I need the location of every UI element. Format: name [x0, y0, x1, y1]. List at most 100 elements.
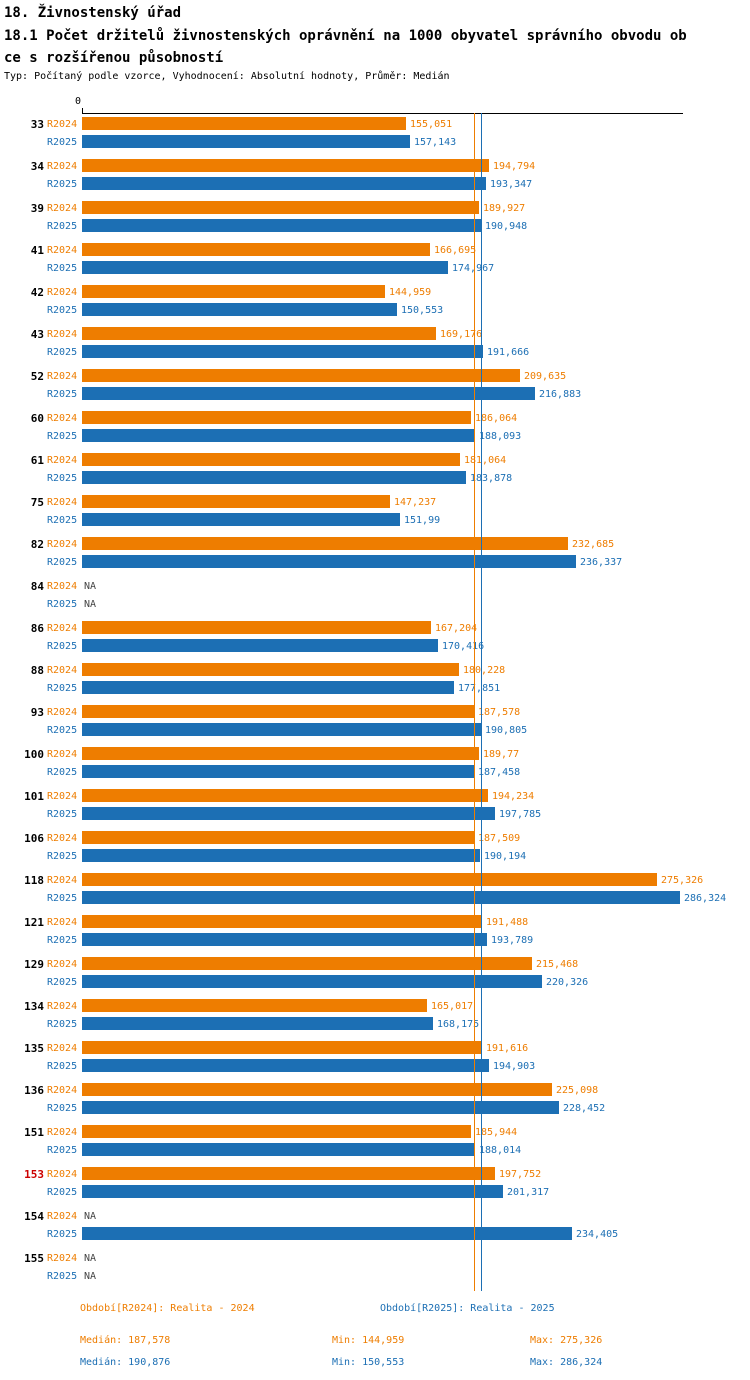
- series-label-r2025: R2025: [47, 935, 78, 946]
- bar-group-86: 86 R2024 167,204 R2025 170,416: [0, 619, 750, 661]
- bar-r2024: [82, 159, 489, 172]
- category-label: 154: [24, 1210, 44, 1223]
- bar-r2024: [82, 453, 460, 466]
- bar-row: 151 R2024 185,944: [0, 1123, 750, 1141]
- x-axis-line: [82, 113, 683, 114]
- bar-row: 129 R2024 215,468: [0, 955, 750, 973]
- bar-row: R2025 193,789: [0, 931, 750, 949]
- page-title: 18. Živnostenský úřad: [4, 5, 182, 21]
- bar-r2025: [82, 471, 466, 484]
- series-label-r2025: R2025: [47, 389, 78, 400]
- bar-value-label: 186,064: [475, 413, 518, 424]
- category-label: 61: [30, 454, 44, 467]
- series-label-r2024: R2024: [47, 875, 78, 886]
- bar-group-118: 118 R2024 275,326 R2025 286,324: [0, 871, 750, 913]
- category-label: 34: [30, 160, 44, 173]
- bar-value-label: 180,228: [463, 665, 506, 676]
- bar-value-label: 216,883: [539, 389, 582, 400]
- bar-r2025: [82, 345, 483, 358]
- series-label-r2024: R2024: [47, 413, 78, 424]
- series-label-r2025: R2025: [47, 1145, 78, 1156]
- bar-row: R2025 157,143: [0, 133, 750, 151]
- bar-row: R2025 201,317: [0, 1183, 750, 1201]
- bar-r2025: [82, 555, 576, 568]
- bar-row: R2025 183,878: [0, 469, 750, 487]
- bar-row: R2025 177,851: [0, 679, 750, 697]
- bar-group-129: 129 R2024 215,468 R2025 220,326: [0, 955, 750, 997]
- bar-row: R2025 197,785: [0, 805, 750, 823]
- category-label: 93: [30, 706, 44, 719]
- series-label-r2025: R2025: [47, 137, 78, 148]
- series-label-r2024: R2024: [47, 371, 78, 382]
- bar-value-label: 232,685: [572, 539, 615, 550]
- category-label: 118: [24, 874, 44, 887]
- series-label-r2025: R2025: [47, 725, 78, 736]
- category-label: 121: [24, 916, 44, 929]
- bar-value-label: NA: [84, 1211, 97, 1222]
- bar-value-label: 190,194: [484, 851, 527, 862]
- bar-value-label: 201,317: [507, 1187, 550, 1198]
- bar-r2025: [82, 891, 680, 904]
- bar-r2024: [82, 747, 479, 760]
- series-label-r2024: R2024: [47, 1253, 78, 1264]
- series-label-r2024: R2024: [47, 749, 78, 760]
- bar-value-label: 187,509: [478, 833, 521, 844]
- series-label-r2025: R2025: [47, 683, 78, 694]
- category-label: 153: [24, 1168, 44, 1181]
- category-label: 155: [24, 1252, 44, 1265]
- category-label: 134: [24, 1000, 44, 1013]
- bar-value-label: 209,635: [524, 371, 567, 382]
- bar-value-label: NA: [84, 581, 97, 592]
- bar-r2024: [82, 537, 568, 550]
- bar-r2024: [82, 495, 390, 508]
- bar-value-label: 189,77: [483, 749, 520, 760]
- bar-row: R2025 191,666: [0, 343, 750, 361]
- series-label-r2024: R2024: [47, 665, 78, 676]
- stat-median-r2024: Medián: 187,578: [80, 1335, 171, 1346]
- bar-value-label: 187,458: [478, 767, 521, 778]
- bar-group-42: 42 R2024 144,959 R2025 150,553: [0, 283, 750, 325]
- chart-subtitle-line1: 18.1 Počet držitelů živnostenských opráv…: [4, 28, 687, 44]
- bar-value-label: 191,616: [486, 1043, 529, 1054]
- bar-value-label: 197,752: [499, 1169, 542, 1180]
- bar-group-75: 75 R2024 147,237 R2025 151,99: [0, 493, 750, 535]
- series-label-r2025: R2025: [47, 1103, 78, 1114]
- bar-group-60: 60 R2024 186,064 R2025 188,093: [0, 409, 750, 451]
- bar-r2025: [82, 1185, 503, 1198]
- bar-value-label: 194,794: [493, 161, 536, 172]
- bar-row: 60 R2024 186,064: [0, 409, 750, 427]
- legend-r2025: Období[R2025]: Realita - 2025: [380, 1303, 555, 1314]
- bar-row: 135 R2024 191,616: [0, 1039, 750, 1057]
- bar-row: 39 R2024 189,927: [0, 199, 750, 217]
- bar-value-label: 183,878: [470, 473, 513, 484]
- category-label: 151: [24, 1126, 44, 1139]
- bar-r2025: [82, 303, 397, 316]
- bar-row: 134 R2024 165,017: [0, 997, 750, 1015]
- bar-value-label: 187,578: [478, 707, 521, 718]
- category-label: 43: [30, 328, 44, 341]
- series-label-r2024: R2024: [47, 161, 78, 172]
- series-label-r2024: R2024: [47, 203, 78, 214]
- category-label: 41: [30, 244, 44, 257]
- bar-group-88: 88 R2024 180,228 R2025 177,851: [0, 661, 750, 703]
- bar-row: R2025 174,967: [0, 259, 750, 277]
- series-label-r2025: R2025: [47, 809, 78, 820]
- bar-r2024: [82, 369, 520, 382]
- bar-r2024: [82, 201, 479, 214]
- bar-r2025: [82, 387, 535, 400]
- category-label: 101: [24, 790, 44, 803]
- bar-r2025: [82, 1059, 489, 1072]
- bar-r2025: [82, 1101, 559, 1114]
- bar-row: 75 R2024 147,237: [0, 493, 750, 511]
- bar-group-136: 136 R2024 225,098 R2025 228,452: [0, 1081, 750, 1123]
- category-label: 86: [30, 622, 44, 635]
- bar-value-label: 191,488: [486, 917, 529, 928]
- bar-value-label: 194,903: [493, 1061, 536, 1072]
- bar-r2025: [82, 135, 410, 148]
- bar-value-label: 286,324: [684, 893, 727, 904]
- series-label-r2024: R2024: [47, 455, 78, 466]
- bar-value-label: NA: [84, 1253, 97, 1264]
- bar-rows: 33 R2024 155,051 R2025 157,143 34 R2024 194,794…: [0, 115, 750, 1291]
- bar-r2024: [82, 1125, 471, 1138]
